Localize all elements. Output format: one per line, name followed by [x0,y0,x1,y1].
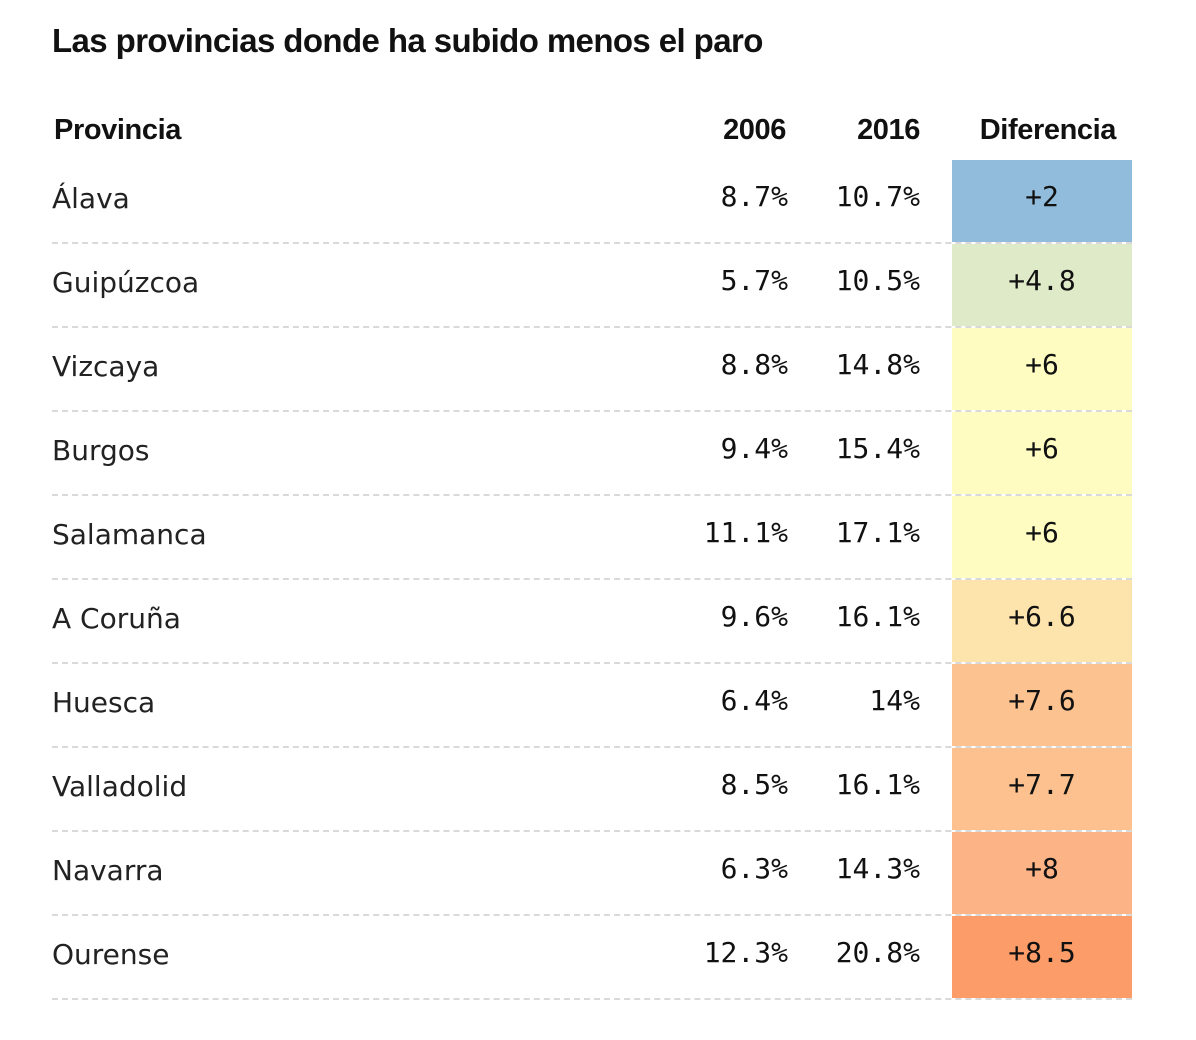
cell-diferencia: +7.6 [952,664,1132,746]
cell-diferencia: +7.7 [952,748,1132,830]
cell-2016: 14% [869,684,920,717]
header-provincia: Provincia [54,114,181,146]
cell-2016: 20.8% [835,936,920,969]
table-row: Ourense 12.3% 20.8% +8.5 [52,916,1132,1000]
header-2006: 2006 [723,114,786,146]
cell-2016: 10.5% [835,264,920,297]
header-2016: 2016 [857,114,920,146]
table-row: Álava 8.7% 10.7% +2 [52,160,1132,244]
cell-provincia: Burgos [52,434,150,467]
table-row: Guipúzcoa 5.7% 10.5% +4.8 [52,244,1132,328]
table-row: Burgos 9.4% 15.4% +6 [52,412,1132,496]
cell-diferencia: +6 [952,328,1132,410]
cell-2016: 16.1% [835,768,920,801]
table-row: Huesca 6.4% 14% +7.6 [52,664,1132,748]
table-row: Salamanca 11.1% 17.1% +6 [52,496,1132,580]
cell-diferencia: +2 [952,160,1132,242]
cell-2016: 16.1% [835,600,920,633]
cell-provincia: Salamanca [52,518,207,551]
table-row: A Coruña 9.6% 16.1% +6.6 [52,580,1132,664]
cell-diferencia: +8 [952,832,1132,914]
cell-2006: 11.1% [703,516,788,549]
cell-provincia: Navarra [52,854,164,887]
cell-2006: 6.4% [720,684,788,717]
header-diferencia: Diferencia [979,114,1117,146]
table-row: Vizcaya 8.8% 14.8% +6 [52,328,1132,412]
cell-2006: 8.8% [720,348,788,381]
cell-2006: 6.3% [720,852,788,885]
cell-2006: 9.4% [720,432,788,465]
cell-provincia: A Coruña [52,602,181,635]
chart-title: Las provincias donde ha subido menos el … [52,22,763,59]
cell-provincia: Vizcaya [52,350,160,383]
cell-2016: 14.8% [835,348,920,381]
unemployment-table: Provincia 2006 2016 Diferencia Álava 8.7%… [52,104,1132,1000]
table-body: Álava 8.7% 10.7% +2 Guipúzcoa 5.7% 10.5% +4.8 Vi… [52,160,1132,1000]
cell-2016: 10.7% [835,180,920,213]
cell-diferencia: +4.8 [952,244,1132,326]
cell-provincia: Guipúzcoa [52,266,200,299]
cell-provincia: Valladolid [52,770,188,803]
cell-2006: 8.7% [720,180,788,213]
cell-diferencia: +6 [952,412,1132,494]
cell-provincia: Huesca [52,686,156,719]
cell-provincia: Ourense [52,938,170,971]
table-header: Provincia 2006 2016 Diferencia [52,104,1132,160]
cell-diferencia: +8.5 [952,916,1132,998]
cell-2006: 12.3% [703,936,788,969]
cell-diferencia: +6 [952,496,1132,578]
cell-2016: 17.1% [835,516,920,549]
cell-2016: 14.3% [835,852,920,885]
cell-provincia: Álava [52,182,130,215]
cell-2016: 15.4% [835,432,920,465]
cell-2006: 5.7% [720,264,788,297]
cell-diferencia: +6.6 [952,580,1132,662]
cell-2006: 9.6% [720,600,788,633]
cell-2006: 8.5% [720,768,788,801]
table-row: Valladolid 8.5% 16.1% +7.7 [52,748,1132,832]
table-row: Navarra 6.3% 14.3% +8 [52,832,1132,916]
